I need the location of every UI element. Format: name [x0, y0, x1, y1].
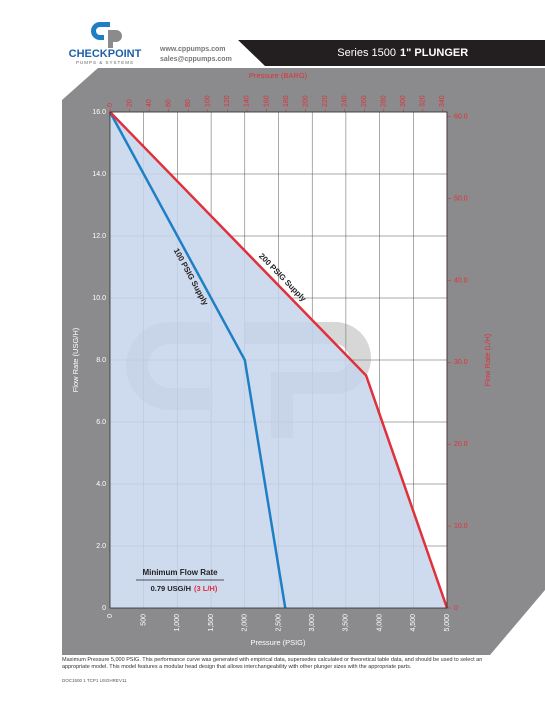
model-title: 1" PLUNGER: [400, 47, 468, 59]
series-line: [108, 111, 287, 609]
footer-note: Maximum Pressure 5,000 PSIG. This perfor…: [62, 657, 483, 670]
x2-axis-title: Pressure (BARG): [249, 71, 308, 80]
y2-tick-label: 30.0: [454, 359, 468, 366]
x2-tick-label: 340: [439, 95, 446, 107]
plot-border: [109, 111, 448, 609]
x2-tick-label: 260: [361, 95, 368, 107]
logo: CHECKPOINT PUMPS & SYSTEMS: [69, 22, 142, 65]
y-tick-label: 4.0: [96, 481, 106, 488]
x-tick-label: 2,000: [242, 614, 249, 632]
area-fill: [110, 112, 447, 608]
x-tick-label: 1,500: [208, 614, 215, 632]
x2-tick-label: 120: [224, 95, 231, 107]
y-tick-label: 6.0: [96, 419, 106, 426]
x2-tick-label: 220: [322, 95, 329, 107]
x2-tick-label: 280: [381, 95, 388, 107]
y-tick-label: 10.0: [92, 295, 106, 302]
x2-tick-label: 0: [107, 103, 114, 107]
x2-tick-label: 300: [400, 95, 407, 107]
min-flow-metric: (3 L/H): [194, 584, 218, 593]
marks: [108, 111, 449, 609]
tagline: PUMPS & SYSTEMS: [76, 60, 134, 65]
x-tick-label: 4,500: [410, 614, 417, 632]
min-flow-title: Minimum Flow Rate: [142, 568, 218, 577]
y2-tick-label: 60.0: [454, 114, 468, 121]
x2-tick-label: 180: [283, 95, 290, 107]
x-axis-title: Pressure (PSIG): [250, 638, 306, 647]
x2-tick-label: 320: [420, 95, 427, 107]
y-axis-title: Flow Rate (USG/H): [71, 327, 80, 392]
y2-tick-label: 50.0: [454, 195, 468, 202]
x2-tick-label: 20: [126, 99, 133, 107]
x2-tick-label: 40: [146, 99, 153, 107]
x2-tick-label: 80: [185, 99, 192, 107]
x-tick-label: 3,500: [343, 614, 350, 632]
y2-tick-label: 40.0: [454, 277, 468, 284]
y-tick-label: 2.0: [96, 543, 106, 550]
y-tick-label: 8.0: [96, 357, 106, 364]
y-tick-label: 14.0: [92, 171, 106, 178]
x-tick-label: 3,000: [309, 614, 316, 632]
brand: CHECKPOINT: [69, 48, 142, 60]
x-tick-label: 500: [141, 614, 148, 626]
x2-tick-label: 60: [166, 99, 173, 107]
x2-tick-label: 200: [302, 95, 309, 107]
x-tick-label: 2,500: [275, 614, 282, 632]
x-tick-label: 1,000: [174, 614, 181, 632]
y2-tick-label: 0: [454, 605, 458, 612]
min-flow-value: 0.79 USG/H: [151, 584, 191, 593]
series-line: [109, 111, 449, 609]
header-band: [238, 40, 545, 66]
x2-tick-label: 140: [244, 95, 251, 107]
x-tick-label: 5,000: [444, 614, 451, 632]
x2-tick-label: 100: [205, 95, 212, 107]
y-tick-label: 0: [102, 605, 106, 612]
y2-tick-label: 20.0: [454, 441, 468, 448]
y-tick-label: 16.0: [92, 109, 106, 116]
web: www.cppumps.com: [159, 46, 225, 53]
y-tick-label: 12.0: [92, 233, 106, 240]
series-title: Series 1500: [337, 47, 396, 59]
x2-tick-label: 240: [341, 95, 348, 107]
x-tick-label: 4,000: [376, 614, 383, 632]
y2-tick-label: 10.0: [454, 523, 468, 530]
x2-tick-label: 160: [263, 95, 270, 107]
y2-axis-title: Flow Rate (L/H): [483, 333, 492, 386]
email: sales@cppumps.com: [160, 56, 232, 63]
doc-code: DOC1500 1 TCP1 USGHREV11: [62, 678, 127, 683]
footer-note-box: Maximum Pressure 5,000 PSIG. This perfor…: [62, 657, 483, 670]
x-tick-label: 0: [107, 614, 114, 618]
